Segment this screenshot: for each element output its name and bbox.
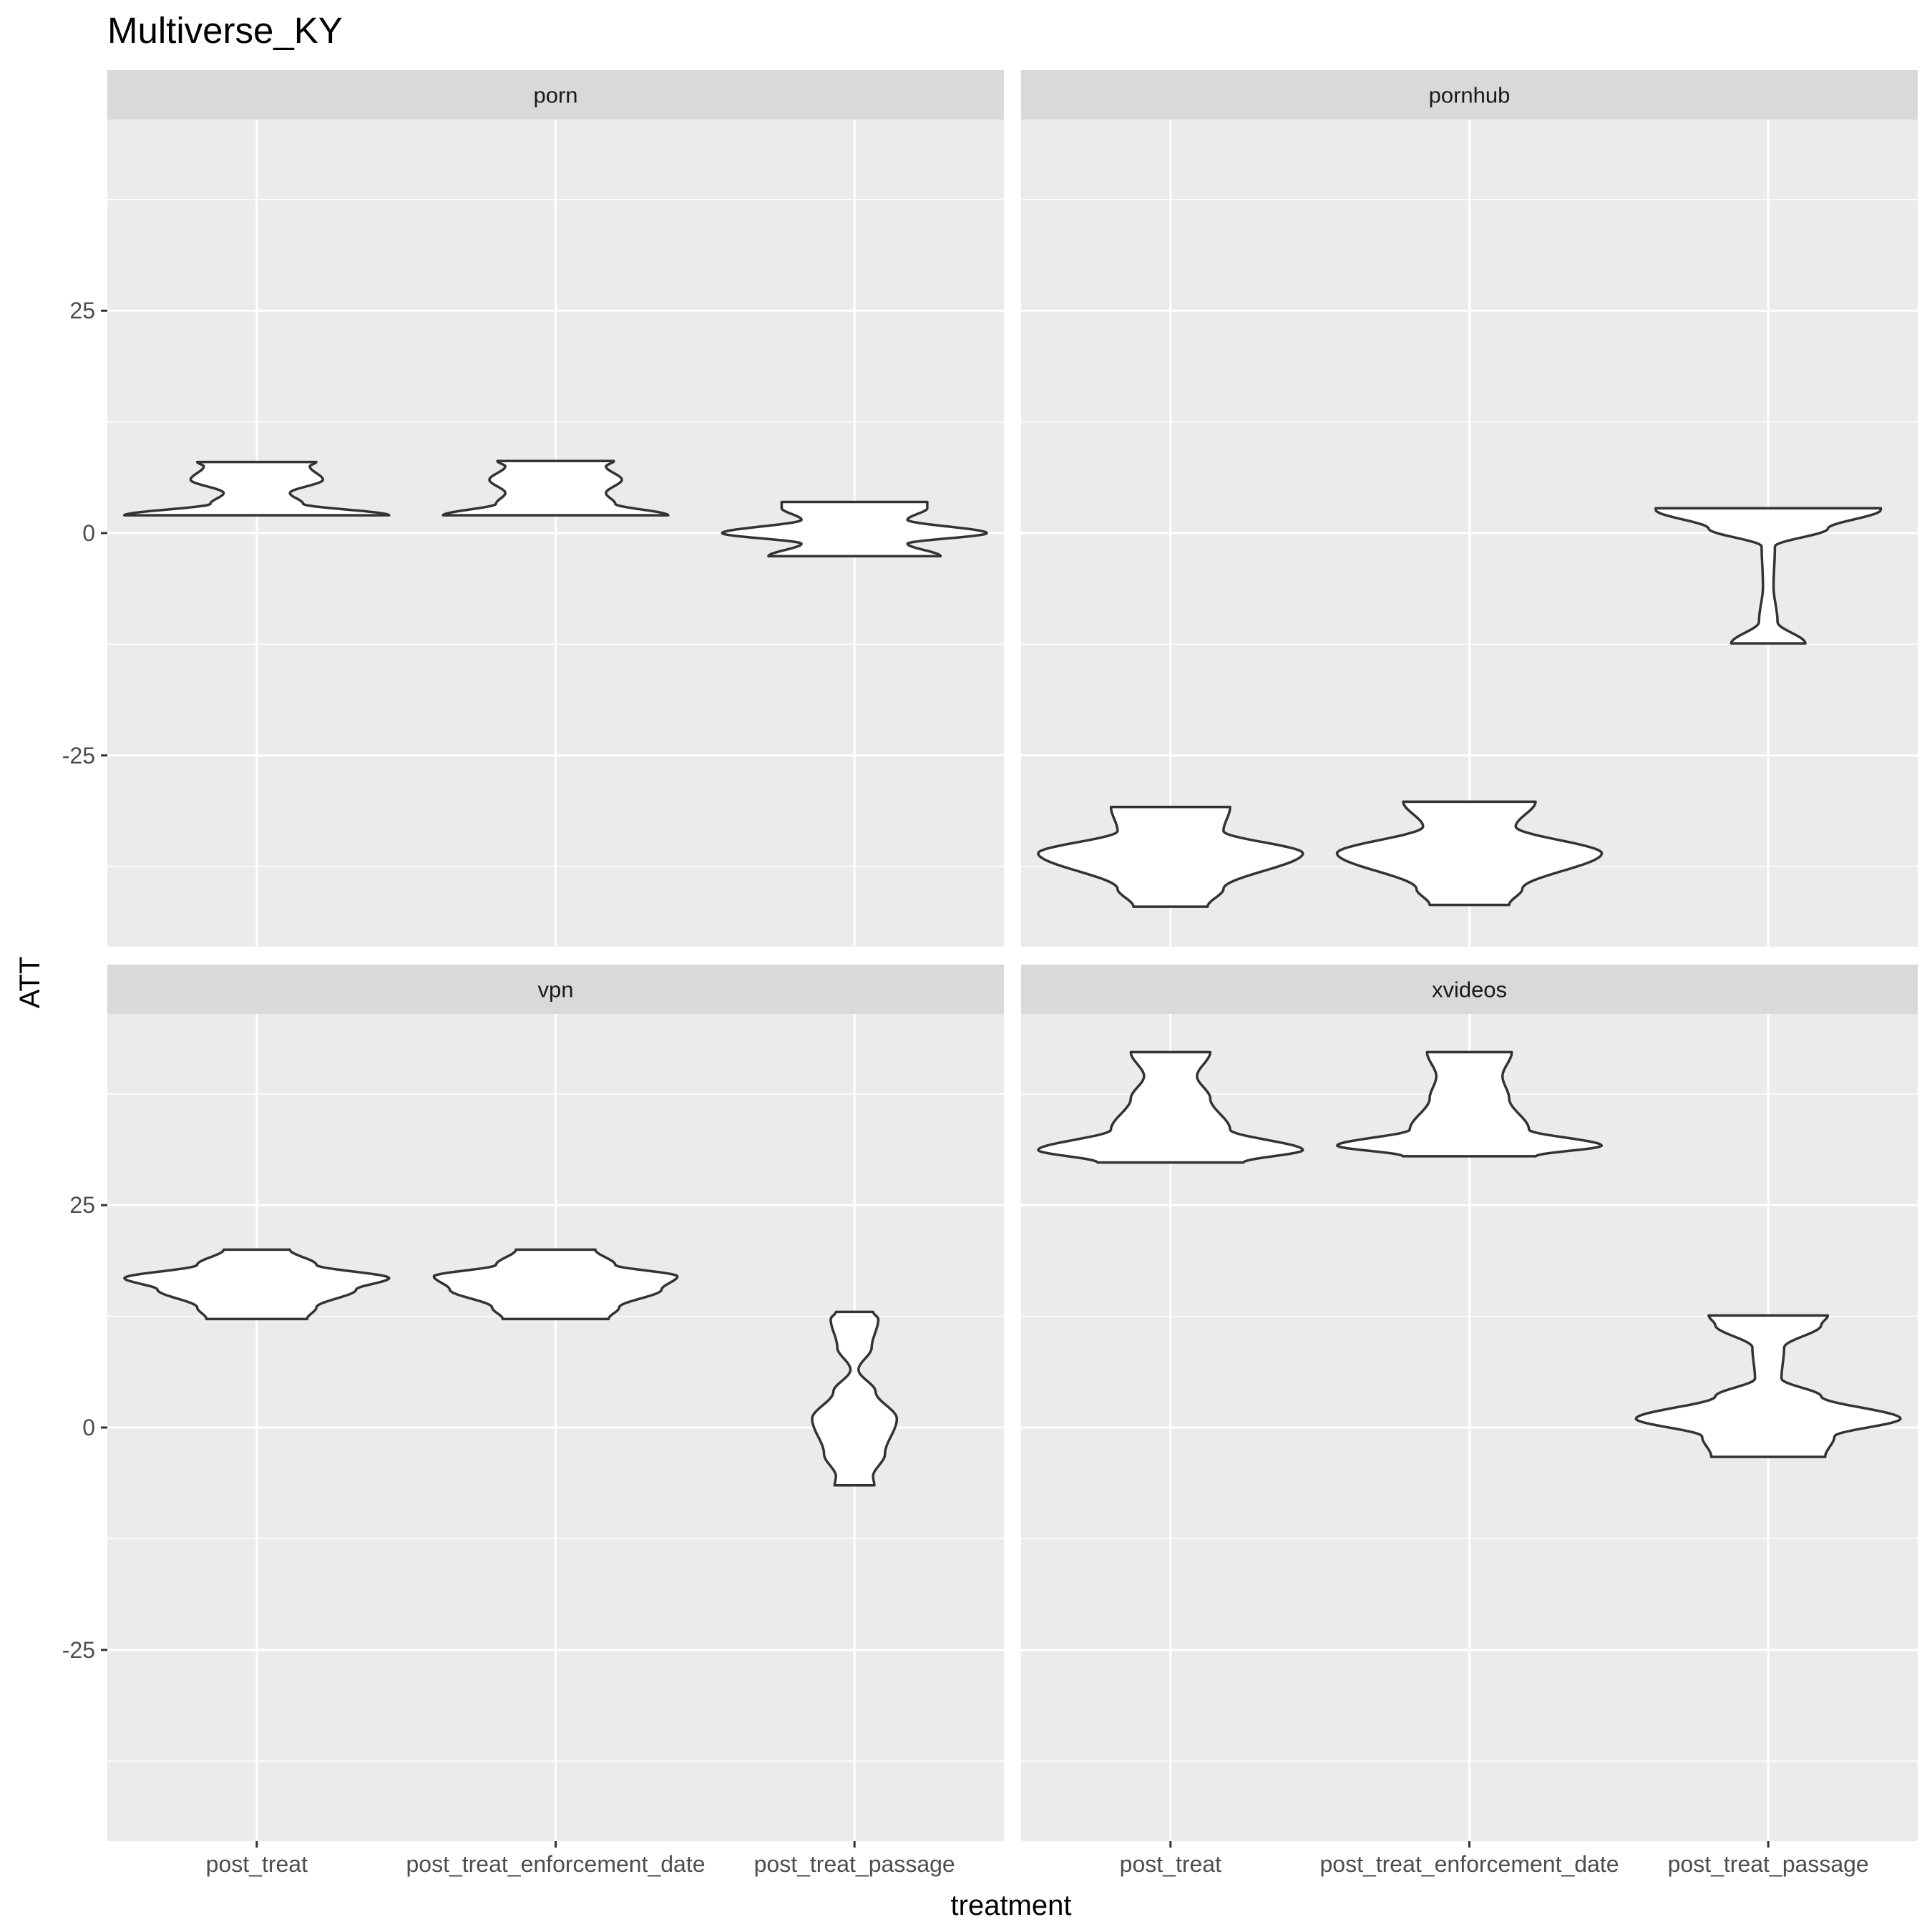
- violin-xvideos-post_treat_enforcement_date: [1335, 1050, 1604, 1158]
- violin-pornhub-post_treat_enforcement_date: [1335, 800, 1604, 907]
- facet-strip: [1021, 70, 1918, 119]
- facet-strip: [107, 70, 1004, 119]
- violin-xvideos-post_treat_passage: [1634, 1314, 1902, 1458]
- violin-xvideos-post_treat: [1037, 1050, 1304, 1164]
- facet-strip: [1021, 965, 1918, 1014]
- violin-porn-post_treat_passage: [721, 500, 988, 558]
- facet-vpn: vpn -25 0 25 post_treat post_treat_enforcemen…: [62, 965, 1004, 1877]
- facet-pornhub: pornhub: [1021, 70, 1918, 947]
- facet-strip-label: vpn: [538, 977, 574, 1002]
- violin-pornhub-post_treat: [1037, 806, 1304, 908]
- x-tick-label: post_treat: [206, 1851, 308, 1877]
- facet-strip-label: porn: [533, 83, 577, 108]
- x-tick-label: post_treat_enforcement_date: [1319, 1851, 1619, 1877]
- y-tick-label: -25: [62, 743, 95, 769]
- x-tick-label: post_treat_passage: [754, 1851, 955, 1877]
- facet-strip-label: xvideos: [1432, 977, 1507, 1002]
- violin-porn-post_treat: [123, 460, 391, 517]
- y-tick-label: 0: [82, 520, 95, 546]
- violin-vpn-post_treat_passage: [811, 1310, 899, 1487]
- facet-strip-label: pornhub: [1429, 83, 1511, 108]
- y-tick-label: 25: [69, 298, 95, 323]
- chart-title: Multiverse_KY: [107, 10, 343, 51]
- y-tick-label: 25: [69, 1192, 95, 1218]
- x-tick-label: post_treat: [1120, 1851, 1221, 1877]
- facet-strip: [107, 965, 1004, 1014]
- violin-pornhub-post_treat_passage: [1654, 507, 1883, 645]
- facet-xvideos: xvideos post_treat post_treat_enforcement_…: [1021, 965, 1918, 1877]
- y-tick-label: -25: [62, 1637, 95, 1663]
- x-tick-label: post_treat_enforcement_date: [406, 1851, 705, 1877]
- facet-porn: porn -25 0 25: [62, 70, 1004, 947]
- x-tick-label: post_treat_passage: [1668, 1851, 1869, 1877]
- violin-porn-post_treat_enforcement_date: [441, 459, 670, 517]
- y-axis-title: ATT: [14, 957, 46, 1009]
- y-tick-label: 0: [82, 1415, 95, 1440]
- facet-panels: porn -25 0 25 pornhub vpn -25 0 25 post_treat post…: [62, 70, 1918, 1877]
- x-axis-title: treatment: [951, 1890, 1072, 1921]
- violin-vpn-post_treat_enforcement_date: [432, 1248, 679, 1321]
- violin-vpn-post_treat: [123, 1248, 391, 1321]
